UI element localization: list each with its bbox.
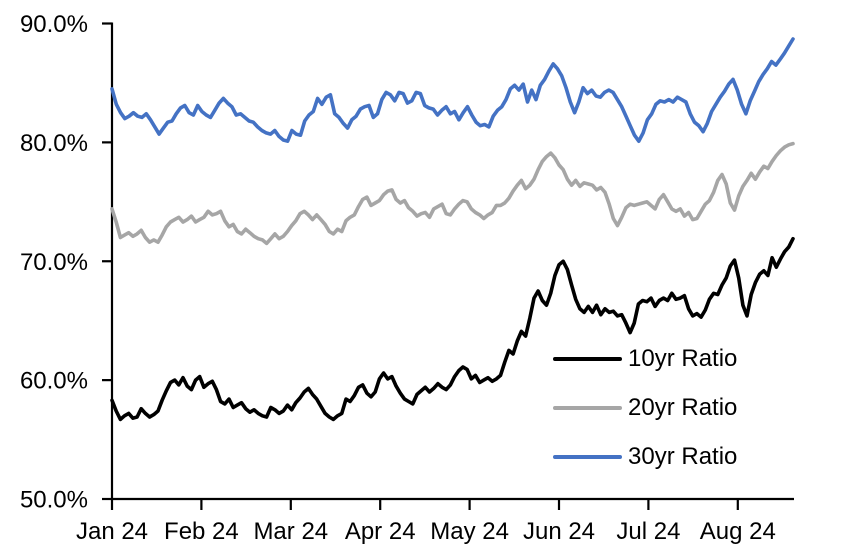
y-axis-tick-label: 90.0%	[20, 11, 88, 38]
series-line-10yr-ratio	[110, 236, 795, 422]
axes	[110, 22, 794, 501]
x-axis-ticks: Jan 24 Feb 24 Mar 24 Apr 24 May 24 Jun 24 Jul …	[76, 499, 776, 545]
series-lines	[110, 37, 795, 422]
x-axis-tick-label: Jul 24	[616, 518, 680, 545]
x-axis-tick-label: Aug 24	[700, 518, 776, 545]
x-axis-tick-label: Mar 24	[253, 518, 328, 545]
y-axis-tick-label: 50.0%	[20, 487, 88, 514]
x-axis-tick-label: May 24	[430, 518, 509, 545]
x-axis-tick-label: Jun 24	[523, 518, 595, 545]
axis-lines	[110, 22, 794, 501]
series-line-30yr-ratio	[110, 37, 795, 143]
x-axis-tick-label: Feb 24	[164, 518, 239, 545]
y-axis-tick-label: 80.0%	[20, 130, 88, 157]
x-axis-tick-label: Apr 24	[345, 518, 416, 545]
y-axis-tick-label: 60.0%	[20, 368, 88, 395]
series-line-20yr-ratio	[110, 141, 795, 246]
x-axis-tick-label: Jan 24	[76, 518, 148, 545]
y-axis-ticks: 90.0% 80.0% 70.0% 60.0% 50.0%	[20, 11, 112, 514]
y-axis-tick-label: 70.0%	[20, 249, 88, 276]
